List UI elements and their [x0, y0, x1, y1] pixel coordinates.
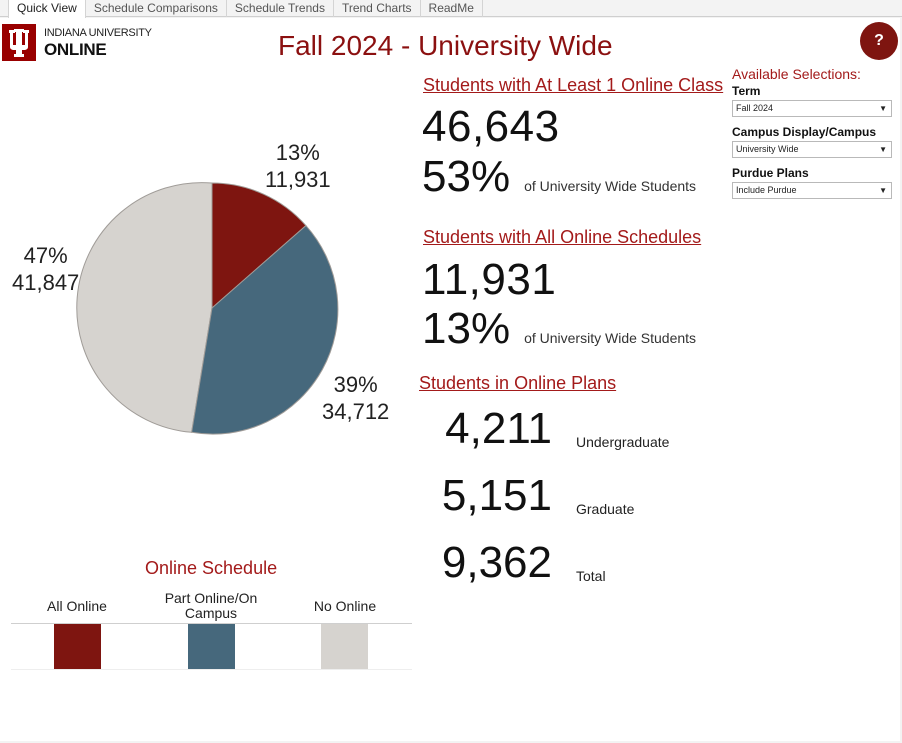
legend-label-part-online: Part Online/On Campus: [164, 590, 258, 621]
pie-label-all-online: 13% 11,931: [265, 139, 331, 193]
all-online-heading[interactable]: Students with All Online Schedules: [423, 227, 702, 247]
all-online-pct: 13%: [422, 304, 511, 353]
pie-slice-part-online[interactable]: [191, 224, 339, 435]
purdue-plans-dropdown[interactable]: Include Purdue ▼: [732, 182, 892, 199]
chevron-down-icon: ▼: [879, 186, 887, 195]
total-count: 9,362: [441, 538, 552, 587]
all-online-note: of University Wide Students: [524, 330, 697, 346]
campus-label: Campus Display/Campus: [732, 125, 877, 139]
legend-bottom-line: [11, 669, 412, 670]
page-title: Fall 2024 - University Wide: [278, 30, 613, 61]
tab-quick-view[interactable]: Quick View: [8, 0, 86, 18]
pie-label-all-online-count: 11,931: [265, 167, 331, 192]
logo-text-line1: INDIANA UNIVERSITY: [44, 26, 152, 39]
undergraduate-label: Undergraduate: [576, 434, 670, 450]
total-label: Total: [576, 568, 606, 584]
pie-label-no-online: 47% 41,847: [12, 242, 79, 296]
legend-title: Online Schedule: [145, 558, 278, 578]
available-selections-panel: Available Selections: Term Fall 2024 ▼ C…: [732, 66, 894, 199]
graduate-label: Graduate: [576, 501, 635, 517]
purdue-plans-value: Include Purdue: [736, 185, 797, 195]
logo-text-line2: ONLINE: [44, 39, 107, 59]
purdue-plans-label: Purdue Plans: [732, 166, 809, 180]
at-least-one-online-pct: 53%: [422, 152, 511, 201]
pie-label-part-online-pct: 39%: [333, 372, 378, 397]
legend-swatch-all-online[interactable]: [54, 624, 101, 669]
legend-swatch-no-online[interactable]: [321, 624, 368, 669]
iu-online-logo: INDIANA UNIVERSITY ONLINE: [2, 24, 152, 61]
tab-schedule-trends[interactable]: Schedule Trends: [227, 0, 334, 17]
graduate-count: 5,151: [441, 471, 552, 520]
tab-readme[interactable]: ReadMe: [421, 0, 483, 17]
legend-swatch-part-online[interactable]: [188, 624, 235, 669]
campus-dropdown[interactable]: University Wide ▼: [732, 141, 892, 158]
pie-label-no-online-count: 41,847: [12, 270, 80, 295]
pie-slice-all-online[interactable]: [211, 182, 307, 310]
at-least-one-online-heading[interactable]: Students with At Least 1 Online Class: [423, 75, 724, 95]
pie-slice-no-online[interactable]: [76, 182, 213, 433]
dashboard-canvas: INDIANA UNIVERSITY ONLINE Fall 2024 - Un…: [0, 18, 900, 741]
legend-label-no-online: No Online: [313, 598, 377, 614]
all-online-pct-row: 13% of University Wide Students: [422, 304, 696, 354]
pie-label-part-online: 39% 34,712: [322, 371, 389, 425]
help-button[interactable]: ?: [860, 22, 898, 60]
pie-label-part-online-count: 34,712: [322, 399, 390, 424]
online-plans-heading[interactable]: Students in Online Plans: [419, 373, 617, 393]
iu-trident-icon: [2, 24, 36, 61]
at-least-one-online-note: of University Wide Students: [524, 178, 697, 194]
chevron-down-icon: ▼: [879, 104, 887, 113]
tab-bar: Quick View Schedule Comparisons Schedule…: [0, 0, 902, 18]
legend-axis-line: [11, 623, 412, 624]
at-least-one-online-count: 46,643: [422, 102, 560, 151]
term-dropdown[interactable]: Fall 2024 ▼: [732, 100, 892, 117]
tab-schedule-comparisons[interactable]: Schedule Comparisons: [86, 0, 227, 17]
tab-trend-charts[interactable]: Trend Charts: [334, 0, 421, 17]
term-value: Fall 2024: [736, 103, 774, 113]
pie-svg: [76, 182, 339, 435]
chevron-down-icon: ▼: [879, 145, 887, 154]
undergraduate-count: 4,211: [445, 404, 552, 453]
pie-label-all-online-pct: 13%: [275, 140, 320, 165]
at-least-one-online-pct-row: 53% of University Wide Students: [422, 152, 696, 202]
selections-heading: Available Selections:: [732, 66, 861, 82]
campus-value: University Wide: [736, 144, 799, 154]
pie-label-no-online-pct: 47%: [23, 243, 68, 268]
legend-label-all-online: All Online: [47, 598, 107, 614]
all-online-count: 11,931: [422, 255, 557, 304]
term-label: Term: [732, 84, 761, 98]
online-schedule-pie-chart: [0, 118, 410, 458]
